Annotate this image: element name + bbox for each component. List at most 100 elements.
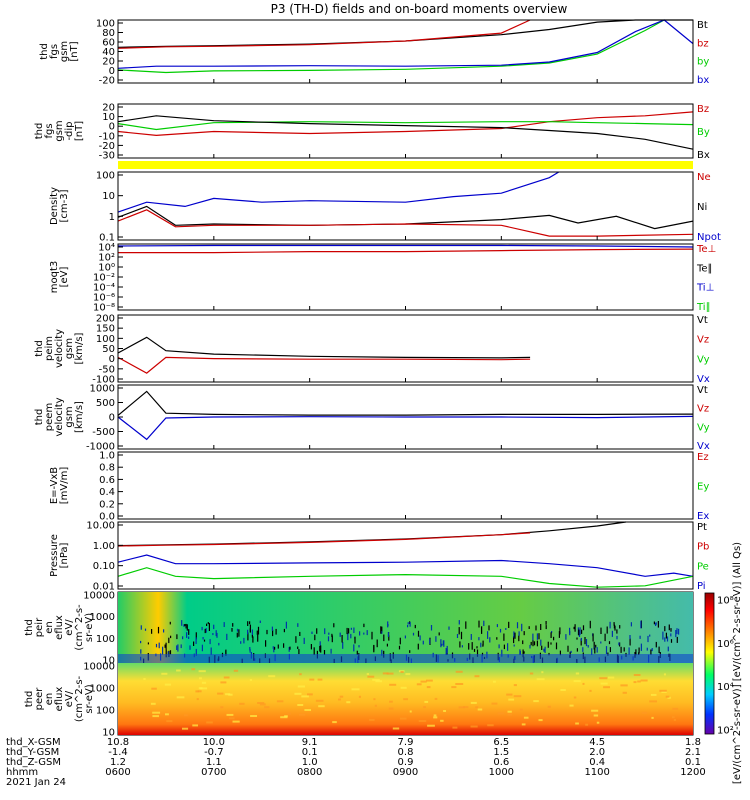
- spectrogram-speck: [441, 643, 443, 646]
- spectrogram-speck: [443, 640, 445, 647]
- spectrogram-speck: [613, 622, 615, 626]
- legend-entry: bz: [697, 38, 709, 49]
- spectrogram-speck: [608, 641, 611, 645]
- y-tick-label: 10: [102, 112, 115, 123]
- spectrogram-speck: [358, 695, 361, 698]
- spectrogram-speck: [532, 633, 534, 641]
- x-row-label: thd_Z-GSM: [6, 757, 61, 768]
- spectrogram-speck: [403, 698, 408, 701]
- panel-3: 100 10 1 0.1 Density [cm-3] Ne Ni Npot: [49, 171, 721, 244]
- series-line-5-1: [117, 356, 531, 374]
- spectrogram-speck: [338, 698, 341, 701]
- spectrogram-speck: [473, 648, 476, 652]
- spectrogram-speck: [239, 702, 245, 705]
- spectrogram-speck: [177, 644, 179, 652]
- spectrogram-speck: [547, 641, 549, 648]
- series-line-5-0: [117, 336, 531, 359]
- spectrogram-speck: [332, 721, 337, 724]
- legend-entry: Ne: [697, 172, 711, 183]
- spectrogram-speck: [249, 679, 252, 681]
- spectrogram-speck: [320, 645, 322, 653]
- y-axis-label: gsm: [64, 406, 75, 427]
- legend-entry: by: [697, 57, 709, 68]
- x-tick-label: 2.1: [685, 747, 701, 758]
- spectrogram-speck: [405, 673, 411, 676]
- spectrogram-speck: [446, 645, 448, 654]
- spectrogram-speck: [545, 625, 547, 630]
- spectrogram-speck: [388, 635, 390, 641]
- spectrogram-speck: [569, 627, 571, 634]
- spectrogram-speck: [433, 714, 437, 717]
- spectrogram-speck: [640, 643, 642, 651]
- spectrogram-speck: [206, 623, 208, 626]
- spectrogram-speck: [169, 621, 171, 625]
- spectrogram-speck: [647, 635, 649, 643]
- spectrogram-speck: [569, 631, 571, 636]
- spectrogram-speck: [311, 631, 313, 634]
- spectrogram-speck: [223, 676, 230, 679]
- spectrogram-speck: [458, 706, 465, 709]
- legend-entry: bx: [697, 75, 709, 86]
- x-tick-label: 6.5: [493, 737, 509, 748]
- legend-entry: Ti⊥: [696, 283, 714, 294]
- y-axis-label: thd: [34, 123, 45, 140]
- spectrogram-speck: [451, 686, 457, 689]
- y-axis-label: peer: [34, 687, 45, 711]
- spectrogram-speck: [193, 641, 195, 646]
- spectrogram-speck: [164, 683, 171, 686]
- spectrogram-speck: [655, 622, 657, 626]
- spectrogram-speck: [243, 637, 245, 644]
- spectrogram-speck: [307, 693, 313, 696]
- x-tick-label: 0700: [201, 767, 226, 778]
- y-tick-label: -20: [99, 141, 115, 152]
- spectrogram-speck: [574, 624, 576, 632]
- spectrogram-speck: [547, 705, 551, 708]
- x-axis-labels: thd_X-GSM 10.8 10.0 9.1 7.9 6.5 4.5 1.8 thd_Y-GS…: [6, 737, 706, 788]
- spectrogram-speck: [225, 693, 231, 696]
- spectrogram-speck: [220, 681, 227, 684]
- spectrogram-speck: [186, 624, 188, 631]
- legend-entry: Ex: [697, 511, 709, 522]
- spectrogram-speck: [491, 702, 498, 705]
- series-line-6-1: [117, 415, 694, 441]
- spectrogram-speck: [508, 621, 510, 628]
- spectrogram-speck: [475, 706, 479, 709]
- spectrogram-speck: [541, 671, 544, 674]
- legend-entry: Npot: [697, 232, 721, 243]
- y-axis-label: -dip: [64, 121, 75, 140]
- spectrogram-speck: [480, 642, 482, 648]
- spectrogram-speck: [463, 706, 469, 709]
- x-tick-label: 9.1: [302, 737, 318, 748]
- y-tick-label: -50: [99, 364, 115, 375]
- spectrogram-speck: [570, 650, 572, 653]
- spectrogram-speck: [582, 647, 584, 652]
- spectrogram-speck: [565, 634, 567, 640]
- spectrogram-speck: [350, 627, 352, 630]
- y-axis-label: eflux: [54, 615, 65, 640]
- spectrogram-speck: [616, 629, 618, 634]
- spectrogram-speck: [400, 671, 404, 673]
- spectrogram-speck: [505, 628, 507, 630]
- spectrogram-speck: [487, 724, 494, 727]
- spectrogram-speck: [606, 626, 608, 634]
- spectrogram-speck: [551, 631, 553, 634]
- spectrogram-speck: [637, 680, 641, 683]
- spectrogram-speck: [186, 632, 188, 638]
- spectrogram-speck: [672, 716, 675, 719]
- spectrogram-speck: [375, 680, 382, 683]
- spectrogram-speck: [176, 645, 178, 650]
- spectrogram-speck: [600, 641, 602, 644]
- spectrogram-speck: [470, 701, 477, 704]
- spectrogram-speck: [387, 632, 389, 637]
- y-tick-label: -20: [99, 76, 115, 87]
- y-tick-label: 1.0: [99, 451, 115, 462]
- spectrogram-speck: [540, 639, 542, 646]
- spectrogram-speck: [277, 644, 279, 649]
- spectrogram-speck: [382, 672, 389, 675]
- panel-frame: [117, 171, 694, 241]
- spectrogram-speck: [633, 681, 637, 684]
- spectrogram-speck: [196, 698, 199, 701]
- spectrogram-speck: [180, 644, 182, 649]
